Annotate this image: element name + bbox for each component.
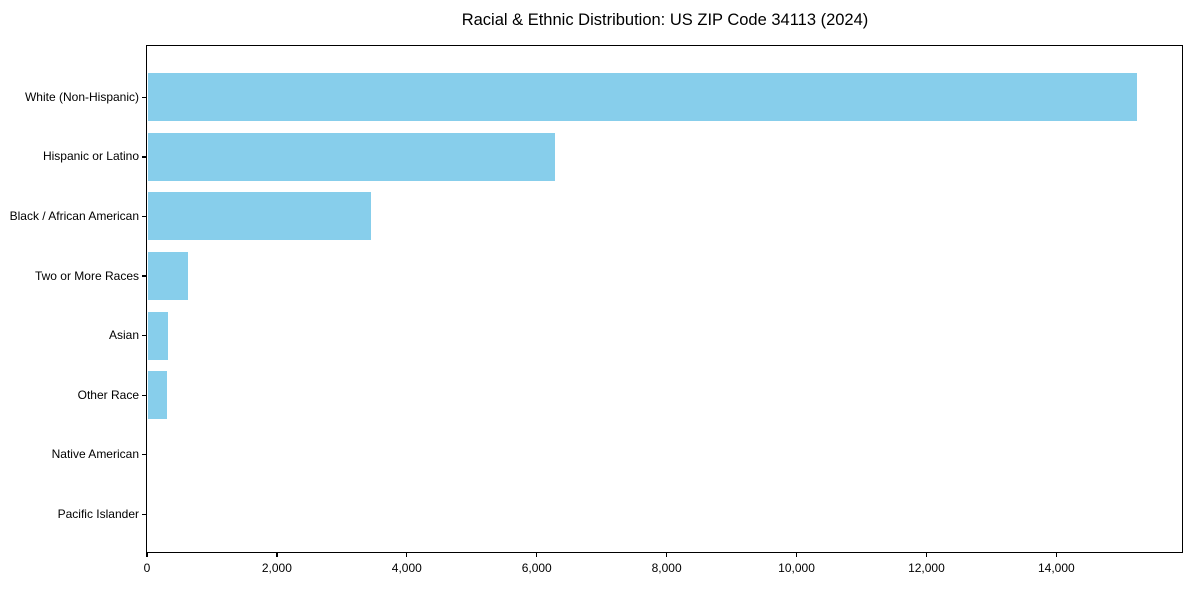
x-tick-mark bbox=[536, 553, 538, 557]
y-tick-label-pacific-islander: Pacific Islander bbox=[57, 506, 139, 521]
y-tick-mark bbox=[142, 96, 146, 98]
y-tick-mark bbox=[142, 334, 146, 337]
bar-hispanic-or-latino bbox=[148, 132, 555, 181]
x-tick-mark bbox=[1055, 553, 1057, 557]
y-tick-label-two-or-more-races: Two or More Races bbox=[34, 268, 139, 283]
plot-area bbox=[146, 45, 1183, 553]
bar-other-race bbox=[148, 371, 167, 420]
x-tick-mark bbox=[276, 553, 278, 557]
x-tick-label-0: 0 bbox=[143, 561, 151, 575]
x-tick-label-2000: 2,000 bbox=[261, 561, 292, 575]
y-tick-mark bbox=[142, 394, 146, 396]
y-tick-label-black-african-american: Black / African American bbox=[9, 208, 139, 223]
x-tick-mark bbox=[925, 553, 928, 557]
bar-asian bbox=[148, 311, 168, 360]
x-tick-mark bbox=[795, 553, 798, 557]
y-tick-mark bbox=[142, 215, 146, 218]
y-tick-label-white-non-hispanic: White (Non-Hispanic) bbox=[24, 89, 139, 104]
bar-two-or-more-races bbox=[148, 252, 188, 300]
y-tick-label-hispanic-or-latino: Hispanic or Latino bbox=[42, 149, 139, 164]
x-tick-label-12000: 12,000 bbox=[908, 561, 945, 575]
chart-title: Racial & Ethnic Distribution: US ZIP Cod… bbox=[461, 11, 869, 29]
y-tick-label-other-race: Other Race bbox=[77, 387, 139, 402]
y-tick-mark bbox=[142, 513, 146, 515]
y-tick-label-asian: Asian bbox=[108, 328, 139, 343]
y-tick-label-native-american: Native American bbox=[51, 447, 139, 462]
x-tick-label-14000: 14,000 bbox=[1037, 561, 1075, 575]
bar-black-african-american bbox=[148, 192, 371, 241]
y-tick-mark bbox=[142, 156, 146, 158]
x-tick-label-6000: 6,000 bbox=[521, 561, 552, 575]
x-tick-label-8000: 8,000 bbox=[651, 561, 682, 575]
x-tick-mark bbox=[406, 553, 408, 557]
x-tick-label-4000: 4,000 bbox=[391, 561, 422, 575]
x-tick-mark bbox=[665, 553, 668, 557]
y-tick-mark bbox=[142, 275, 146, 277]
x-tick-label-10000: 10,000 bbox=[778, 561, 815, 575]
x-tick-mark bbox=[146, 553, 148, 557]
bar-white-non-hispanic bbox=[148, 73, 1137, 122]
y-tick-mark bbox=[142, 454, 146, 456]
